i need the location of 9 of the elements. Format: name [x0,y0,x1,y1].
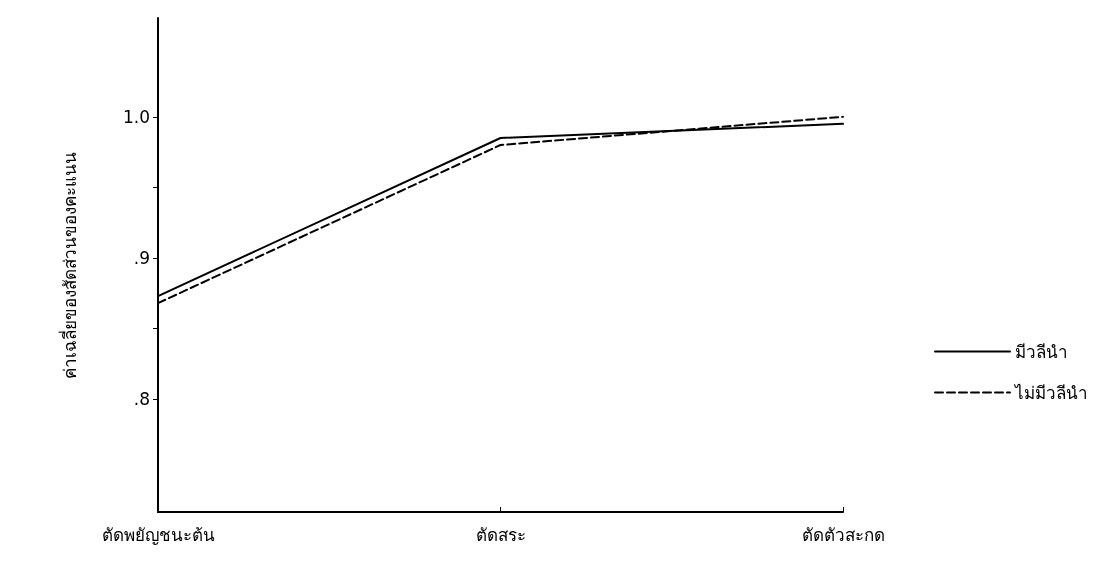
x-tick-label: ตัดตัวสะกด [801,524,885,545]
legend-label: ไม่มีวลีนำ [1013,382,1088,403]
y-tick-label: .8 [133,389,150,410]
x-tick-label: ตัดพยัญชนะต้น [101,524,215,545]
y-tick-label: .9 [133,247,150,268]
x-tick-label: ตัดสระ [475,524,526,545]
legend-label: มีวลีนำ [1015,341,1068,362]
y-axis-title: ค่าเฉลี่ยของสัดส่วนของคะแนน [57,151,80,379]
y-tick-label: 1.0 [122,106,150,127]
